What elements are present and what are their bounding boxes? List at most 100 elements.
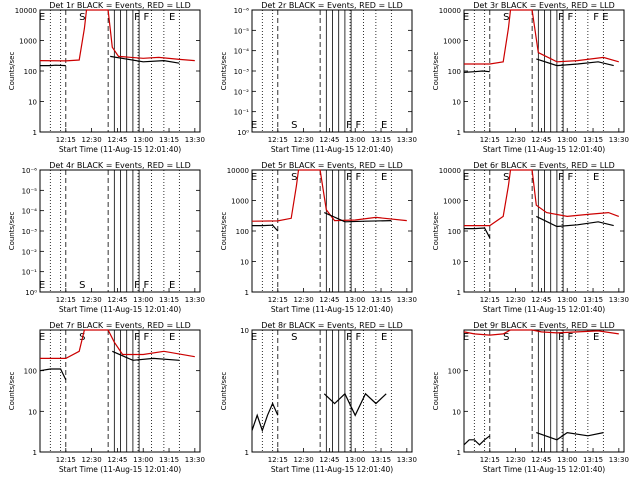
lld-series-line bbox=[464, 169, 620, 227]
events-series-line bbox=[252, 224, 279, 232]
y-axis-label: Counts/sec bbox=[220, 372, 228, 411]
flag-label: S bbox=[503, 12, 509, 23]
y-axis-label: Counts/sec bbox=[8, 52, 16, 91]
x-tick-label: 12:45 bbox=[107, 456, 127, 464]
x-tick-label: 13:15 bbox=[583, 296, 603, 304]
flag-label: E bbox=[602, 12, 608, 23]
x-tick-label: 13:15 bbox=[583, 136, 603, 144]
lld-series-line bbox=[39, 9, 195, 62]
y-tick-label: 1000 bbox=[231, 198, 249, 206]
x-tick-label: 13:30 bbox=[185, 136, 205, 144]
y-tick-label: 10 bbox=[240, 259, 249, 267]
subplot-5: Det 5r BLACK = Events, RED = LLD 1 10 100 10… bbox=[220, 161, 417, 314]
subplot-title: Det 9r BLACK = Events, RED = LLD bbox=[473, 321, 615, 330]
flag-label: S bbox=[79, 12, 85, 23]
subplot-title: Det 4r BLACK = Events, RED = LLD bbox=[49, 161, 191, 170]
flag-label: E bbox=[39, 12, 45, 23]
y-tick-label: 100 bbox=[236, 228, 249, 236]
y-tick-label: 10 bbox=[452, 259, 461, 267]
x-tick-label: 12:30 bbox=[294, 296, 314, 304]
x-tick-label: 12:45 bbox=[107, 296, 127, 304]
x-tick-label: 13:30 bbox=[397, 296, 417, 304]
y-tick-label: 10⁻⁴ bbox=[22, 208, 38, 216]
subplot-1: Det 1r BLACK = Events, RED = LLD 1 10 100 10… bbox=[8, 1, 205, 154]
plot-frame bbox=[463, 169, 625, 293]
flag-label: S bbox=[503, 332, 509, 343]
y-tick-label: 1 bbox=[457, 289, 461, 297]
x-tick-label: 13:00 bbox=[345, 296, 365, 304]
plot-frame bbox=[39, 329, 201, 453]
x-tick-label: 13:15 bbox=[159, 456, 179, 464]
flag-label: E bbox=[169, 12, 175, 23]
events-series-line bbox=[536, 58, 614, 67]
y-tick-label: 100 bbox=[448, 368, 461, 376]
events-series-line bbox=[39, 368, 67, 380]
flag-label: E bbox=[169, 280, 175, 291]
y-tick-label: 10⁰ bbox=[25, 289, 37, 297]
flag-label: F bbox=[558, 172, 564, 183]
flag-label: E bbox=[463, 12, 469, 23]
subplot-title: Det 5r BLACK = Events, RED = LLD bbox=[261, 161, 403, 170]
y-tick-label: 10⁻⁶ bbox=[234, 7, 250, 15]
subplot-title: Det 8r BLACK = Events, RED = LLD bbox=[261, 321, 403, 330]
x-tick-label: 13:30 bbox=[397, 136, 417, 144]
flag-label: F bbox=[143, 280, 149, 291]
x-axis-label: Start Time (11-Aug-15 12:01:40) bbox=[483, 465, 605, 474]
plot-frame bbox=[251, 9, 413, 133]
lld-series-line bbox=[463, 329, 619, 336]
x-tick-label: 12:15 bbox=[480, 296, 500, 304]
x-tick-label: 12:30 bbox=[506, 136, 526, 144]
x-tick-label: 12:30 bbox=[506, 456, 526, 464]
flag-label: E bbox=[381, 120, 387, 131]
y-tick-label: 1 bbox=[245, 289, 249, 297]
subplot-title: Det 3r BLACK = Events, RED = LLD bbox=[473, 1, 615, 10]
x-tick-label: 13:15 bbox=[159, 136, 179, 144]
subplot-title: Det 2r BLACK = Events, RED = LLD bbox=[261, 1, 403, 10]
lld-series-line bbox=[40, 329, 195, 359]
x-tick-label: 12:30 bbox=[294, 456, 314, 464]
y-axis-label: Counts/sec bbox=[432, 372, 440, 411]
y-tick-label: 10⁰ bbox=[237, 129, 249, 137]
x-axis-label: Start Time (11-Aug-15 12:01:40) bbox=[483, 305, 605, 314]
subplot-3: Det 3r BLACK = Events, RED = LLD 1 10 100 10… bbox=[432, 1, 629, 154]
x-tick-label: 13:15 bbox=[371, 456, 391, 464]
x-tick-label: 12:30 bbox=[82, 136, 102, 144]
flag-label: F bbox=[355, 172, 361, 183]
x-tick-label: 12:45 bbox=[531, 136, 551, 144]
y-tick-label: 1000 bbox=[443, 198, 461, 206]
flag-label: E bbox=[381, 332, 387, 343]
x-tick-label: 12:15 bbox=[268, 456, 288, 464]
x-axis-label: Start Time (11-Aug-15 12:01:40) bbox=[271, 145, 393, 154]
x-tick-label: 12:15 bbox=[268, 296, 288, 304]
flag-label: E bbox=[251, 332, 257, 343]
y-tick-label: 10000 bbox=[227, 167, 249, 175]
x-tick-label: 13:30 bbox=[185, 296, 205, 304]
flag-label: S bbox=[291, 120, 297, 131]
y-tick-label: 1 bbox=[457, 449, 461, 457]
x-axis-label: Start Time (11-Aug-15 12:01:40) bbox=[271, 305, 393, 314]
flag-label: F bbox=[593, 12, 599, 23]
x-tick-label: 12:30 bbox=[82, 296, 102, 304]
flag-label: F bbox=[355, 120, 361, 131]
x-tick-label: 13:30 bbox=[185, 456, 205, 464]
x-tick-label: 12:30 bbox=[506, 296, 526, 304]
events-series-line bbox=[463, 435, 491, 446]
x-tick-label: 12:45 bbox=[107, 136, 127, 144]
y-tick-label: 10⁻² bbox=[22, 248, 38, 256]
y-tick-label: 10⁻¹ bbox=[22, 269, 38, 277]
y-tick-label: 10000 bbox=[15, 7, 37, 15]
flag-label: F bbox=[346, 120, 352, 131]
flag-label: F bbox=[134, 332, 140, 343]
flag-label: E bbox=[39, 280, 45, 291]
y-tick-label: 10⁻³ bbox=[22, 228, 38, 236]
flag-label: F bbox=[567, 332, 573, 343]
y-tick-label: 10⁻³ bbox=[234, 68, 250, 76]
plot-frame bbox=[251, 169, 413, 293]
flag-label: E bbox=[593, 332, 599, 343]
x-tick-label: 12:15 bbox=[56, 296, 76, 304]
x-tick-label: 13:15 bbox=[371, 296, 391, 304]
subplot-6: Det 6r BLACK = Events, RED = LLD 1 10 100 10… bbox=[432, 161, 629, 314]
flag-label: F bbox=[346, 332, 352, 343]
y-tick-label: 1 bbox=[33, 129, 37, 137]
y-axis-label: Counts/sec bbox=[220, 52, 228, 91]
